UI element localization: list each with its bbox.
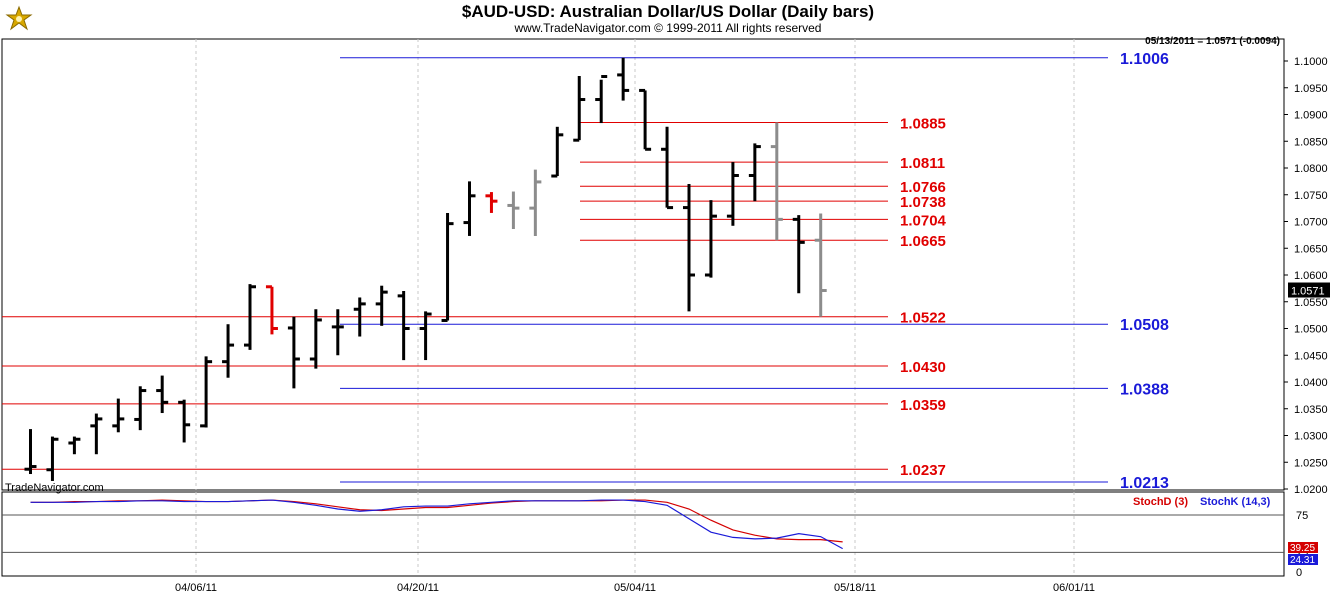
ohlc-bar: [112, 398, 125, 433]
level-label: 1.0811: [900, 155, 945, 172]
stoch-value-label: 39.25: [1290, 543, 1315, 554]
last-quote-text: 05/13/2011 = 1.0571 (-0.0094): [1145, 36, 1280, 47]
legend-stochd: StochD (3): [1133, 496, 1188, 508]
x-tick-label: 05/18/11: [834, 582, 876, 594]
ohlc-bar: [178, 399, 191, 443]
y-tick-label: 1.0600: [1294, 270, 1328, 282]
stoch-series-line: [30, 499, 843, 550]
ohlc-bar: [639, 88, 652, 151]
ohlc-bar: [748, 143, 761, 202]
price-panel-frame: [1, 38, 1285, 491]
ohlc-bar: [24, 429, 37, 475]
x-tick-label: 04/06/11: [175, 582, 217, 594]
ohlc-bar: [90, 413, 103, 455]
level-label: 1.1006: [1120, 51, 1169, 68]
y-tick-label: 1.0950: [1294, 83, 1328, 95]
level-label: 1.0388: [1120, 381, 1169, 398]
y-tick-label: 1.0300: [1294, 431, 1328, 443]
ohlc-bar: [244, 284, 256, 350]
level-label: 1.0213: [1120, 475, 1169, 492]
level-label: 1.0430: [900, 359, 946, 376]
y-tick-label: 1.0250: [1294, 457, 1328, 469]
ohlc-bar: [331, 309, 344, 356]
y-tick-label: 1.1000: [1294, 56, 1328, 68]
y-tick-label: 1.0500: [1294, 324, 1328, 336]
stoch-value-badge: [1288, 542, 1318, 553]
ohlc-bar: [683, 184, 695, 312]
y-tick-label: 1.0550: [1294, 297, 1328, 309]
y-tick-label: 1.0750: [1294, 190, 1328, 202]
level-label: 1.0359: [900, 397, 946, 414]
brand-watermark: TradeNavigator.com: [5, 482, 104, 494]
ohlc-bar: [595, 75, 608, 124]
ohlc-bar: [704, 200, 717, 278]
level-label: 1.0885: [900, 116, 946, 133]
stoch-value-label: 24.31: [1290, 555, 1315, 566]
ohlc-bar: [814, 213, 827, 317]
ohlc-bar: [573, 75, 586, 142]
last-price-badge: [1288, 282, 1330, 298]
level-label: 1.0508: [1120, 317, 1169, 334]
x-tick-label: 04/20/11: [397, 582, 439, 594]
ohlc-bar: [617, 57, 630, 101]
level-label: 1.0766: [900, 179, 946, 196]
ohlc-bar: [397, 291, 410, 361]
ohlc-bar: [200, 356, 213, 428]
ohlc-bar: [485, 192, 498, 213]
ohlc-bar: [287, 316, 300, 389]
y-tick-label: 1.0400: [1294, 377, 1328, 389]
stoch-tick-label: 0: [1296, 567, 1302, 579]
chart-title: $AUD-USD: Australian Dollar/US Dollar (D…: [461, 2, 875, 21]
ohlc-bar: [309, 309, 322, 369]
ohlc-bar: [46, 436, 59, 481]
level-label: 1.0522: [900, 310, 946, 327]
ohlc-bar: [507, 191, 520, 229]
y-tick-label: 1.0800: [1294, 163, 1328, 175]
ohlc-bar: [770, 122, 783, 241]
level-label: 1.0704: [900, 212, 947, 229]
ohlc-bar: [156, 375, 169, 414]
ohlc-bar: [134, 386, 147, 431]
ohlc-bar: [529, 169, 542, 236]
ohlc-bar: [375, 285, 388, 326]
ohlc-bar: [353, 297, 366, 337]
level-label: 1.0665: [900, 233, 946, 250]
ohlc-bar: [441, 212, 454, 322]
copyright-text: www.TradeNavigator.com © 1999-2011 All r…: [514, 21, 822, 35]
last-price-label: 1.0571: [1291, 286, 1325, 298]
level-label: 1.0738: [900, 194, 946, 211]
ohlc-bar: [463, 181, 476, 236]
y-tick-label: 1.0450: [1294, 350, 1328, 362]
stoch-panel-frame: [1, 491, 1285, 577]
y-tick-label: 1.0350: [1294, 404, 1328, 416]
x-tick-label: 05/04/11: [614, 582, 656, 594]
stoch-value-badge: [1288, 554, 1318, 565]
ohlc-bar: [68, 436, 81, 455]
stoch-series-line: [30, 499, 843, 543]
ohlc-bar: [222, 324, 235, 378]
y-tick-label: 1.0650: [1294, 243, 1328, 255]
x-tick-label: 06/01/11: [1053, 582, 1095, 594]
y-tick-label: 1.0200: [1294, 484, 1328, 496]
y-tick-label: 1.0900: [1294, 110, 1328, 122]
ohlc-bar: [792, 215, 805, 294]
ohlc-bar: [726, 162, 739, 226]
ohlc-bar: [551, 126, 564, 178]
trade-navigator-logo-icon: [5, 5, 33, 31]
level-label: 1.0237: [900, 462, 946, 479]
ohlc-bar: [419, 311, 432, 361]
ohlc-bar: [265, 285, 278, 335]
y-tick-label: 1.0850: [1294, 136, 1328, 148]
ohlc-bar: [661, 126, 674, 210]
legend-stochk: StochK (14,3): [1200, 496, 1271, 508]
y-tick-label: 1.0700: [1294, 217, 1328, 229]
stoch-tick-label: 75: [1296, 510, 1308, 522]
